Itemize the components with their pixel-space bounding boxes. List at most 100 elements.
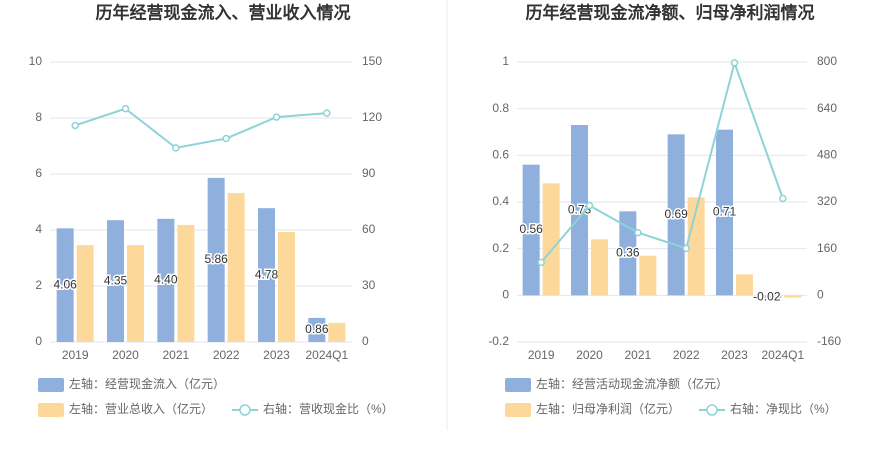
y2-tick-label: 160 (817, 241, 837, 255)
y2-tick-label: 0 (362, 334, 369, 348)
bar (687, 197, 705, 296)
legend-swatch (505, 378, 531, 392)
y2-tick-label: 90 (362, 166, 376, 180)
value-label: 4.06 (53, 277, 77, 291)
value-label: 0.71 (713, 205, 737, 219)
bar (76, 245, 94, 342)
y2-tick-label: 480 (817, 148, 837, 162)
y-tick-label: 0.6 (492, 148, 509, 162)
x-tick-label: 2021 (624, 348, 651, 362)
bar (591, 239, 608, 296)
chart-title: 历年经营现金流入、营业收入情况 (96, 2, 351, 22)
value-label: 5.86 (204, 252, 228, 266)
legend-label: 左轴：归母净利润（亿元） (536, 401, 680, 416)
bar (207, 177, 225, 342)
legend-label: 右轴：营收现金比（%） (263, 401, 394, 416)
y-tick-label: 0.2 (492, 241, 509, 255)
line-point (779, 194, 787, 203)
x-tick-label: 2020 (576, 348, 603, 362)
y-tick-label: 0.4 (492, 194, 509, 208)
line-point (585, 201, 594, 210)
line-point (730, 59, 739, 67)
legend-swatch (706, 404, 718, 416)
y2-tick-label: 120 (362, 110, 382, 124)
bar (619, 211, 637, 296)
y2-tick-label: 150 (362, 54, 382, 68)
y2-tick-label: 640 (817, 101, 837, 115)
bar (157, 218, 175, 342)
line-point (121, 104, 130, 113)
bar (258, 208, 275, 342)
value-label: 0.36 (616, 246, 640, 260)
legend-swatch (505, 403, 531, 417)
y2-tick-label: -160 (817, 334, 841, 348)
line (540, 59, 784, 264)
bar (571, 125, 588, 296)
x-tick-label: 2023 (721, 348, 748, 362)
bar (308, 317, 326, 342)
y-tick-label: 0.8 (492, 101, 509, 115)
legend-label: 左轴：经营现金流入（亿元） (69, 376, 225, 391)
y2-tick-label: 320 (817, 194, 837, 208)
bar (639, 255, 657, 296)
x-tick-label: 2022 (213, 348, 240, 362)
y-tick-label: 10 (29, 54, 43, 68)
line-point (537, 258, 545, 267)
x-tick-label: 2019 (528, 348, 555, 362)
bar (127, 245, 144, 342)
bar (107, 220, 124, 342)
bar (177, 224, 195, 342)
line-point (272, 113, 281, 121)
x-tick-label: 2019 (62, 348, 89, 362)
bar (278, 231, 295, 342)
legend-label: 左轴：经营活动现金流净额（亿元） (536, 376, 728, 391)
y-tick-label: 0 (35, 334, 42, 348)
value-label: 0.56 (519, 222, 543, 236)
value-label: 4.40 (154, 273, 178, 287)
legend-swatch (239, 404, 251, 416)
x-tick-label: 2023 (263, 348, 290, 362)
y-tick-label: 4 (35, 222, 42, 236)
bar (764, 295, 782, 300)
legend-swatch (38, 378, 64, 392)
value-label: 4.78 (255, 267, 279, 281)
legend-label: 左轴：营业总收入（亿元） (69, 401, 213, 416)
legend-swatch (38, 403, 64, 417)
bar (736, 274, 753, 296)
y-tick-label: 2 (35, 278, 42, 292)
value-label: 4.35 (104, 273, 128, 287)
legend-label: 右轴：净现比（%） (730, 401, 837, 416)
bar (56, 228, 74, 342)
x-tick-label: 2024Q1 (761, 348, 804, 362)
line-point (682, 244, 690, 253)
bar (667, 134, 685, 296)
line-point (71, 121, 79, 130)
y-tick-label: 8 (35, 110, 42, 124)
y-tick-label: -0.2 (488, 334, 509, 348)
chart-title: 历年经营现金流净额、归母净利润情况 (526, 2, 815, 22)
line-point (222, 134, 230, 143)
y2-tick-label: 60 (362, 222, 376, 236)
line-point (323, 109, 331, 117)
y-tick-label: 0 (502, 288, 509, 302)
value-label: -0.02 (753, 290, 781, 304)
y2-tick-label: 0 (817, 288, 824, 302)
bar (542, 183, 560, 296)
bar (784, 295, 802, 298)
line-point (634, 228, 642, 237)
x-tick-label: 2021 (162, 348, 189, 362)
y-tick-label: 1 (502, 54, 509, 68)
bar (716, 129, 733, 296)
x-tick-label: 2024Q1 (305, 348, 348, 362)
y2-tick-label: 30 (362, 278, 376, 292)
y2-tick-label: 800 (817, 54, 837, 68)
bar (328, 322, 346, 342)
y-tick-label: 6 (35, 166, 42, 180)
line-point (172, 144, 180, 152)
value-label: 0.69 (664, 207, 688, 221)
x-tick-label: 2020 (112, 348, 139, 362)
bar (227, 193, 245, 342)
x-tick-label: 2022 (673, 348, 700, 362)
line (74, 107, 327, 149)
